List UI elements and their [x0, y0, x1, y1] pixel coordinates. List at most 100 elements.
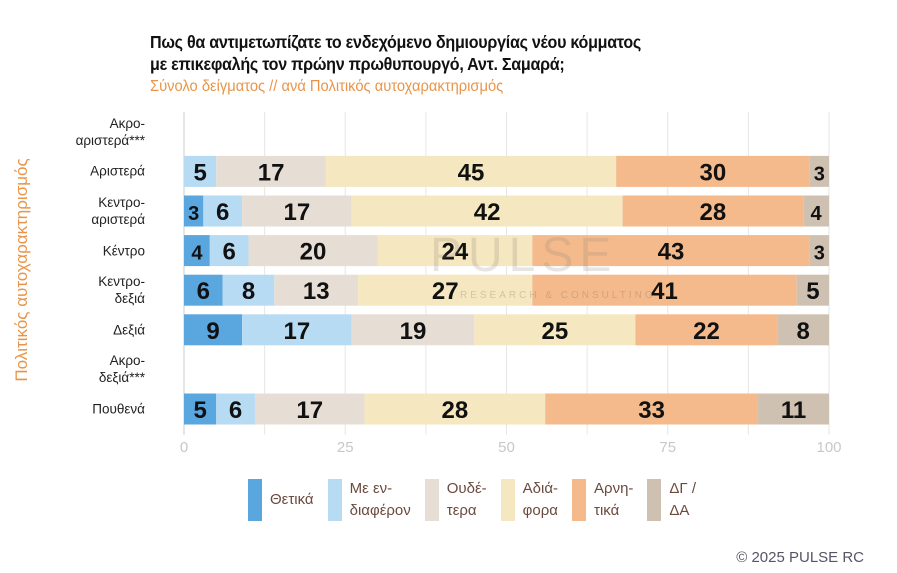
- title-line-1: Πως θα αντιμετωπίζατε το ενδεχόμενο δημι…: [150, 32, 642, 52]
- data-label: 45: [458, 159, 485, 186]
- bar-segment: [777, 314, 829, 346]
- data-label: 4: [191, 243, 203, 265]
- data-label: 43: [658, 239, 685, 266]
- bar-segment: [758, 393, 829, 425]
- data-label: 27: [432, 278, 459, 305]
- bar-segment: [351, 195, 623, 227]
- row-label: Δεξιά: [113, 322, 145, 338]
- bar-segment: [364, 393, 546, 425]
- data-label: 17: [296, 397, 323, 424]
- data-label: 17: [284, 199, 311, 226]
- data-label: 25: [542, 318, 569, 345]
- bar-segment: [254, 393, 365, 425]
- data-label: 3: [814, 243, 825, 265]
- legend-swatch: [572, 479, 587, 521]
- legend-label: ΔΓ / ΔΑ: [669, 480, 697, 519]
- data-label: 9: [206, 318, 219, 345]
- data-label: 41: [651, 278, 678, 305]
- data-label: 17: [284, 318, 311, 345]
- row-label: Κεντρο- δεξιά: [98, 274, 145, 307]
- bar-segment: [809, 235, 829, 267]
- bar-segment: [796, 274, 829, 306]
- legend-swatch: [248, 479, 262, 521]
- data-label: 8: [242, 278, 255, 305]
- data-label: 4: [811, 203, 823, 225]
- bar-segment: [216, 155, 326, 187]
- data-label: 6: [222, 239, 235, 266]
- x-tick-label: 100: [816, 439, 841, 456]
- data-label: 28: [700, 199, 727, 226]
- bar-segment: [203, 195, 243, 227]
- bar-segment: [622, 195, 804, 227]
- bar-segment: [184, 314, 243, 346]
- data-label: 5: [193, 397, 206, 424]
- bar-segment: [184, 235, 210, 267]
- data-label: 3: [814, 163, 825, 185]
- x-tick-label: 0: [180, 439, 188, 456]
- data-label: 3: [188, 203, 199, 225]
- row-label: Πουθενά: [92, 401, 145, 417]
- legend-label: Αρνη- τικά: [594, 480, 634, 519]
- bar-segment: [209, 235, 249, 267]
- bar-segment: [184, 195, 204, 227]
- legend-label: Με εν- διαφέρον: [349, 480, 411, 519]
- row-label: Κέντρο: [102, 243, 145, 259]
- bar-segment: [248, 235, 378, 267]
- bar-segment: [809, 155, 829, 187]
- legend-swatch: [424, 479, 439, 521]
- bar-segment: [351, 314, 475, 346]
- bar-segment: [635, 314, 778, 346]
- row-label: Ακρο- αριστερά***: [75, 115, 145, 148]
- bar-segment: [532, 274, 797, 306]
- x-tick-label: 75: [659, 439, 676, 456]
- legend-label: Αδιά- φορα: [522, 480, 559, 519]
- data-label: 22: [693, 318, 720, 345]
- bar-segment: [242, 195, 352, 227]
- legend-item: Αρνη- τικά: [572, 478, 633, 522]
- legend-item: Ουδέ- τερα: [424, 478, 487, 522]
- bar-segment: [274, 274, 359, 306]
- row-label: Αριστερά: [90, 163, 145, 179]
- legend-item: Θετικά: [248, 478, 314, 522]
- data-label: 24: [442, 239, 469, 266]
- data-label: 28: [442, 397, 469, 424]
- data-label: 33: [638, 397, 665, 424]
- title-line-2: με επικεφαλής τον πρώην πρωθυπουργό, Αντ…: [150, 54, 565, 74]
- bar-segment: [474, 314, 636, 346]
- copyright: © 2025 PULSE RC: [736, 549, 864, 566]
- data-label: 6: [216, 199, 229, 226]
- legend-item: Αδιά- φορα: [500, 478, 559, 522]
- data-label: 6: [197, 278, 210, 305]
- bar-segment: [184, 393, 217, 425]
- legend: Θετικά Με εν- διαφέρον Ουδέ- τερα Αδιά- φορ…: [248, 478, 702, 522]
- bar-segment: [358, 274, 533, 306]
- x-tick-label: 25: [337, 439, 354, 456]
- data-label: 6: [229, 397, 242, 424]
- bar-segment: [532, 235, 810, 267]
- legend-swatch: [327, 479, 342, 521]
- bar-segment: [377, 235, 533, 267]
- bar-segment: [216, 393, 255, 425]
- bar-segment: [325, 155, 617, 187]
- data-label: 30: [700, 159, 727, 186]
- bar-segment: [242, 314, 352, 346]
- data-label: 19: [400, 318, 427, 345]
- chart-subtitle: Σύνολο δείγματος // ανά Πολιτικός αυτοχα…: [150, 78, 504, 95]
- row-label: Κεντρο- αριστερά: [91, 195, 145, 227]
- legend-swatch: [500, 479, 515, 521]
- bar-segment: [184, 274, 223, 306]
- legend-item: Με εν- διαφέρον: [327, 478, 411, 522]
- data-label: 5: [806, 278, 819, 305]
- row-label: Ακρο- δεξιά***: [98, 353, 145, 386]
- data-label: 20: [300, 239, 327, 266]
- legend-item: ΔΓ / ΔΑ: [647, 478, 696, 522]
- bar-segment: [616, 155, 810, 187]
- data-label: 13: [303, 278, 330, 305]
- bar-segment: [222, 274, 275, 306]
- data-label: 42: [474, 199, 501, 226]
- data-label: 11: [781, 397, 806, 424]
- chart-title: Πως θα αντιμετωπίζατε το ενδεχόμενο δημι…: [150, 31, 641, 75]
- bar-segment: [545, 393, 759, 425]
